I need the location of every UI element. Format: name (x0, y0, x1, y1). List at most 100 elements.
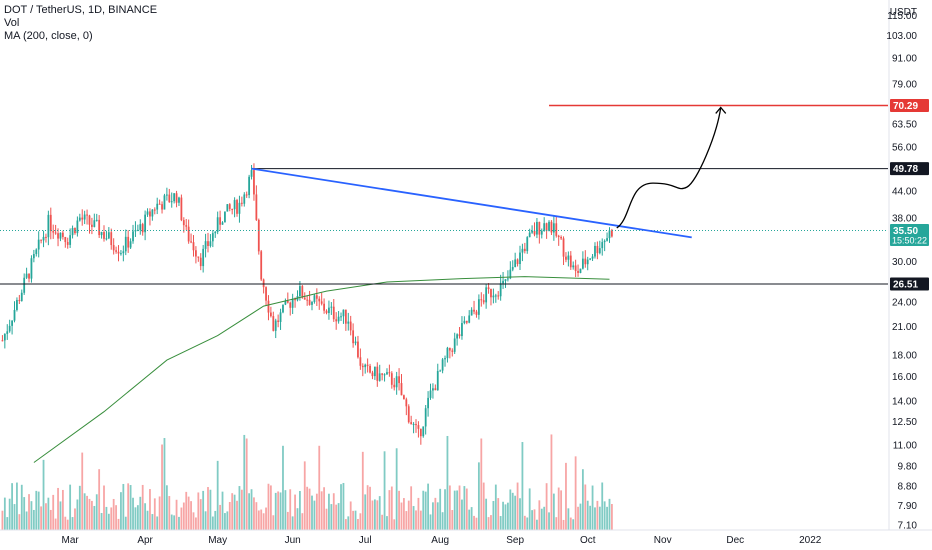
candle-body (23, 277, 26, 293)
chart-legend: DOT / TetherUS, 1D, BINANCE Vol MA (200,… (4, 4, 157, 43)
volume-bar (180, 507, 183, 530)
volume-bar (446, 435, 449, 530)
candles (1, 163, 613, 445)
symbol-title[interactable]: DOT / TetherUS, 1D, BINANCE (4, 4, 158, 16)
candle-body (572, 265, 575, 268)
candle-body (18, 299, 21, 301)
volume-bar (112, 498, 115, 530)
candle-body (548, 221, 550, 231)
volume-bar (299, 490, 301, 530)
candle-body (458, 334, 461, 337)
projection-arrow-path[interactable] (616, 107, 722, 229)
candle-body (253, 170, 255, 195)
volume-bar (20, 484, 23, 530)
volume-bar (110, 507, 113, 530)
candle-body (470, 309, 473, 316)
volume-bar (149, 489, 151, 530)
candle-body (115, 250, 117, 252)
candle-body (347, 321, 350, 324)
volume-bar (328, 493, 330, 530)
candle-body (81, 217, 84, 220)
candle-body (221, 222, 224, 225)
candle-body (562, 238, 565, 257)
candle-body (42, 236, 45, 241)
candle-body (207, 241, 209, 246)
candle-body (236, 200, 238, 214)
volume-bar (492, 501, 495, 530)
candle-body (526, 237, 529, 252)
volume-bar (93, 505, 96, 530)
volume-bar (282, 445, 284, 530)
volume-bar (528, 488, 531, 530)
candle-body (490, 289, 492, 298)
volume-bar (272, 515, 275, 530)
volume-bar (265, 507, 267, 530)
volume-bar (120, 492, 122, 530)
volume-bar (434, 497, 437, 530)
candle-body (446, 347, 449, 359)
candle-body (187, 226, 190, 242)
candle-body (325, 310, 328, 314)
candle-body (47, 214, 50, 238)
candle-body (521, 248, 524, 253)
candle-body (432, 388, 434, 391)
volume-bar (569, 517, 572, 530)
descending-trendline[interactable] (251, 167, 692, 239)
candle-body (340, 316, 342, 318)
volume-bar (325, 508, 328, 530)
volume-bar (577, 506, 579, 530)
candle-body (98, 219, 101, 236)
volume-bar (521, 442, 524, 530)
volume-bar (565, 462, 567, 530)
volume-bar (45, 503, 47, 530)
volume-bar (485, 498, 488, 530)
price-tick-label: 16.00 (892, 372, 917, 383)
candle-body (255, 194, 258, 220)
candle-body (37, 239, 40, 250)
candle-body (299, 286, 301, 297)
volume-bar (192, 512, 195, 530)
volume-bar (330, 504, 333, 530)
candle-body (552, 223, 555, 233)
volume-bar (400, 502, 403, 530)
volume-bar (301, 513, 304, 530)
volume-bar (129, 485, 132, 530)
candle-body (301, 286, 304, 298)
volume-indicator-label[interactable]: Vol (4, 17, 20, 29)
volume-bar (381, 514, 384, 530)
candle-body (415, 423, 417, 426)
candle-body (122, 251, 125, 254)
volume-bar (475, 517, 478, 530)
candle-body (286, 300, 289, 303)
candle-body (403, 395, 405, 400)
candle-body (262, 279, 265, 288)
volume-bar (8, 498, 11, 530)
candle-body (238, 202, 241, 214)
candle-body (565, 256, 567, 260)
price-axis: 115.00 103.00 91.00 79.00 63.50 56.00 44.00 38.… (886, 0, 932, 550)
candle-body (306, 299, 309, 301)
volume-bar (422, 490, 425, 530)
candle-body (538, 221, 541, 235)
candle-body (586, 259, 589, 265)
candle-body (103, 232, 105, 239)
candle-body (284, 300, 287, 305)
candle-body (395, 376, 398, 388)
volume-bar (383, 451, 386, 530)
volume-bar (461, 499, 463, 530)
candle-body (477, 299, 480, 315)
candle-body (202, 248, 205, 267)
candle-body (163, 195, 166, 210)
volume-bar (286, 511, 289, 530)
candle-body (371, 372, 374, 377)
candle-body (139, 224, 142, 230)
candle-body (405, 399, 408, 407)
candle-body (441, 359, 444, 371)
volume-bar (127, 483, 130, 530)
ma-indicator-label[interactable]: MA (200, close, 0) (4, 30, 93, 42)
volume-bar (262, 513, 265, 530)
volume-bar (146, 510, 149, 530)
price-tick-label: 115.00 (887, 11, 917, 22)
candle-body (473, 309, 475, 312)
